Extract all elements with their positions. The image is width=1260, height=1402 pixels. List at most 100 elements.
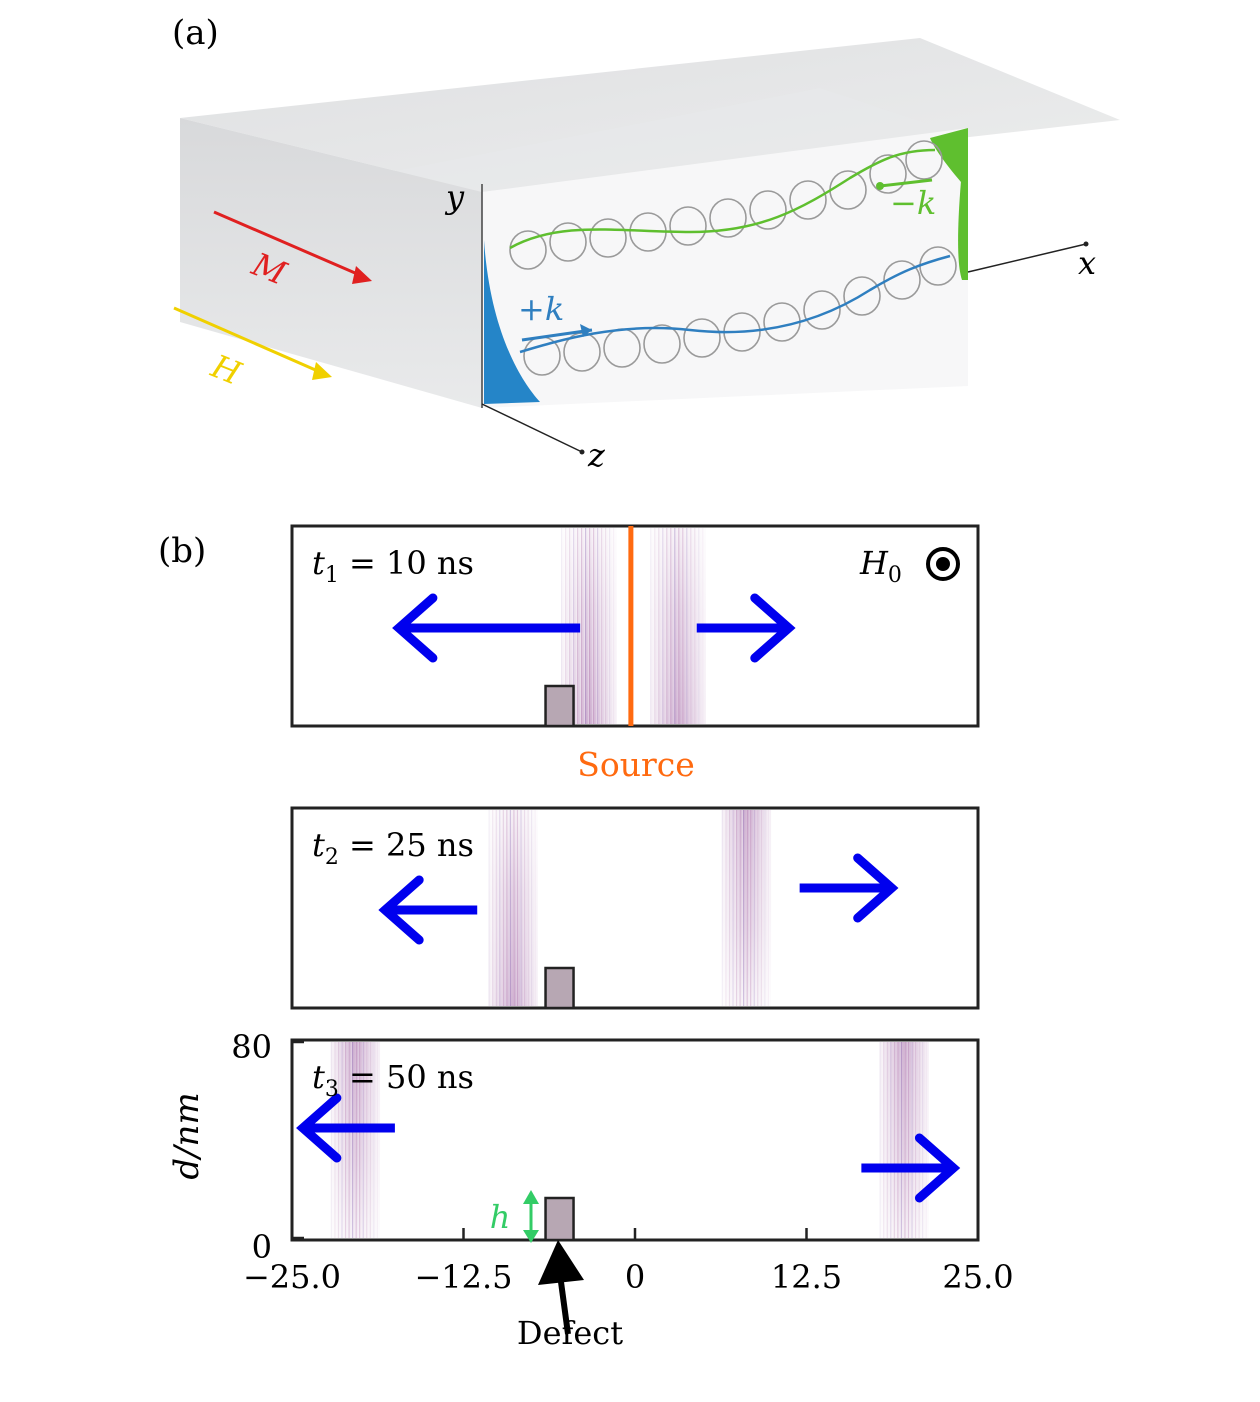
wave-stripe-line xyxy=(351,1042,354,1238)
wave-stripe-line xyxy=(911,1042,913,1238)
slab-top-face xyxy=(180,38,1120,192)
wave-stripe-line xyxy=(344,1042,347,1238)
wave-stripe xyxy=(366,1042,370,1238)
panel-b-label: (b) xyxy=(158,531,206,571)
wave-stripe xyxy=(351,1042,356,1238)
wave-stripe xyxy=(527,810,531,1006)
wave-stripe-line xyxy=(596,528,599,724)
spin-circle xyxy=(563,332,601,372)
wave-stripe xyxy=(728,810,733,1006)
wave-stripe-line xyxy=(757,810,759,1006)
left-propagation-arrow xyxy=(378,875,478,945)
wave-stripe xyxy=(337,1042,342,1238)
wave-stripe-line xyxy=(728,810,731,1006)
wave-stripe-line xyxy=(359,1042,361,1238)
wave-stripe xyxy=(742,810,747,1006)
wave-stripe-line xyxy=(760,810,762,1006)
left-propagation-arrow xyxy=(392,593,581,663)
wave-stripe xyxy=(588,528,593,724)
wave-stripe-line xyxy=(907,1042,910,1238)
wave-stripe-line xyxy=(658,528,660,724)
wave-stripe xyxy=(879,1042,883,1238)
wave-stripe-line xyxy=(767,810,769,1006)
wave-stripe xyxy=(767,810,772,1006)
spin-circle xyxy=(883,260,921,300)
magnetization-arrowhead xyxy=(352,266,372,284)
wave-stripe xyxy=(502,810,506,1006)
z-axis-line xyxy=(481,403,583,453)
wave-stripe-line xyxy=(732,810,734,1006)
wave-stripe xyxy=(678,528,682,724)
wave-stripe-line xyxy=(509,810,511,1006)
spin-circle xyxy=(905,140,943,180)
wave-stripe-line xyxy=(735,810,738,1006)
wave-stripe-line xyxy=(492,810,494,1006)
wave-stripe-line xyxy=(369,1042,371,1238)
wave-stripe xyxy=(580,528,585,724)
wave-stripe xyxy=(893,1042,897,1238)
wave-stripe-line xyxy=(670,528,672,724)
spin-precession-circles xyxy=(509,140,957,376)
spin-circle xyxy=(509,230,547,270)
wave-stripe-line xyxy=(753,810,755,1006)
wave-stripe-line xyxy=(893,1042,895,1238)
wave-stripe-line xyxy=(580,528,583,724)
wave-stripe-line xyxy=(588,528,591,724)
wave-stripe-line xyxy=(376,1042,378,1238)
wave-stripe-line xyxy=(499,810,501,1006)
wave-stripe-line xyxy=(516,810,519,1006)
wave-stripe-line xyxy=(520,810,522,1006)
wave-stripe xyxy=(513,810,517,1006)
wave-stripe xyxy=(362,1042,366,1238)
spin-circle xyxy=(869,154,907,194)
wave-stripe xyxy=(600,528,605,724)
x-tick-label: −25.0 xyxy=(243,1258,341,1296)
defect-block xyxy=(544,1196,575,1242)
spin-circle xyxy=(803,290,841,330)
wave-stripe xyxy=(492,810,496,1006)
slab-top-highlight xyxy=(360,88,940,192)
left-spin-wave-packet xyxy=(488,810,538,1006)
x-tick-label: 12.5 xyxy=(771,1258,842,1296)
wave-stripe xyxy=(344,1042,349,1238)
wave-stripe-line xyxy=(764,810,766,1006)
wave-stripe-line xyxy=(883,1042,885,1238)
magnetization-arrow xyxy=(213,210,363,278)
slab-3d xyxy=(180,38,1120,408)
wave-stripe-line xyxy=(506,810,508,1006)
source-label: Source xyxy=(577,745,695,784)
wave-stripe xyxy=(670,528,674,724)
wave-stripe xyxy=(662,528,666,724)
wave-stripe xyxy=(506,810,510,1006)
wave-stripe-line xyxy=(495,810,497,1006)
wave-stripe-line xyxy=(674,528,676,724)
minus-k-arrow xyxy=(879,178,933,188)
x-tick-label: 25.0 xyxy=(942,1258,1013,1296)
field-h0-label: H0 xyxy=(859,544,902,588)
wave-stripe-line xyxy=(654,528,656,724)
wave-stripe xyxy=(739,810,743,1006)
frame-3: t3 = 50 ns xyxy=(290,1038,980,1242)
wave-stripe-line xyxy=(682,528,684,724)
wave-stripe-line xyxy=(750,810,752,1006)
wave-stripe-line xyxy=(592,528,595,724)
wave-stripe xyxy=(355,1042,359,1238)
spin-circle xyxy=(789,180,827,220)
wave-stripe-line xyxy=(694,528,696,724)
wave-stripe xyxy=(890,1042,894,1238)
panel-a-label: (a) xyxy=(172,13,219,53)
wave-stripe xyxy=(488,810,492,1006)
axis-y-label: y xyxy=(444,178,465,216)
wave-stripe-line xyxy=(612,528,615,724)
wave-stripe xyxy=(666,528,670,724)
wave-stripe xyxy=(509,810,514,1006)
x-axis-ticks: −25.0 −12.5 0 12.5 25.0 xyxy=(243,1040,1014,1296)
wave-stripe xyxy=(682,528,686,724)
plus-k-label: +k xyxy=(518,290,564,328)
minus-k-edge-corner xyxy=(930,128,968,190)
plus-k-wave xyxy=(519,254,951,354)
wave-stripe-line xyxy=(502,810,504,1006)
wave-stripe xyxy=(721,810,726,1006)
wave-stripe xyxy=(499,810,503,1006)
spin-circle xyxy=(669,206,707,246)
